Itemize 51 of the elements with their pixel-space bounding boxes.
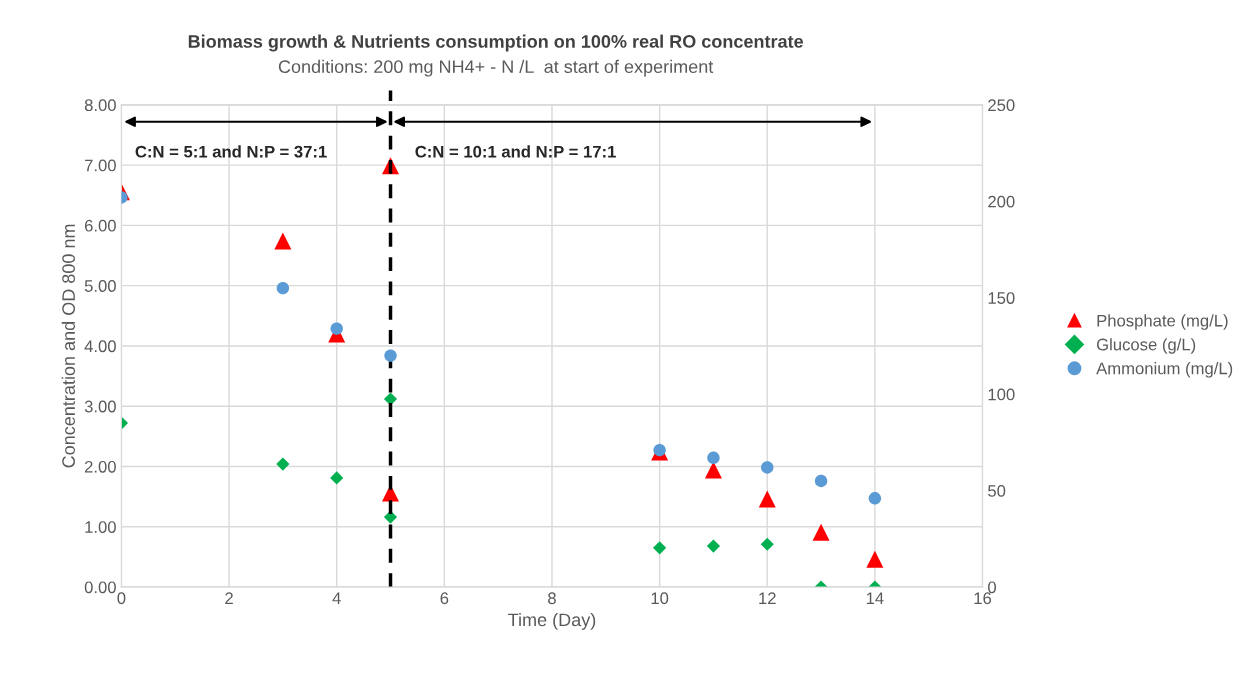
chart-title: Biomass growth & Nutrients consumption on 100% real RO concentrate [188,34,803,52]
annotation: C:N = 5:1 and N:P = 37:1 [135,145,327,158]
point [760,537,774,551]
x-tick-label: 12 [759,592,776,604]
y2-tick-label: 50 [988,484,1006,497]
x-tick-label: 2 [225,592,233,604]
y-tick-label: 2.00 [84,460,116,473]
y-tick-label: 6.00 [84,219,116,232]
point [384,349,397,362]
point [653,443,666,457]
point [707,451,720,465]
y-tick-label: 1.00 [85,521,116,533]
chart-subtitle: Conditions: 200 mg NH4+ - N /L at start of experiment [278,59,714,77]
legend-label: Ammonium (mg/L) [1096,362,1233,378]
y-tick-label: 3.00 [84,400,116,413]
x-tick-label: 4 [332,592,341,604]
point [758,490,776,508]
y2-tick-label: 250 [988,99,1015,112]
x-tick-label: 6 [440,592,449,605]
y-tick-label: 0.00 [84,581,116,594]
point [761,461,774,474]
legend-label: Glucose (g/L) [1096,338,1196,354]
legend-label: Phosphate (mg/L) [1097,314,1228,330]
y2-tick-label: 0 [988,581,997,594]
y-tick-label: 5.00 [84,280,116,292]
x-tick-label: 16 [974,592,992,605]
point [383,392,398,406]
point [330,322,343,335]
x-tick-label: 14 [866,592,884,604]
point [812,523,830,541]
x-tick-label: 10 [651,592,669,605]
y-tick-label: 7.00 [84,159,116,172]
y-axis-title: Concentration and OD 800 nm [61,224,75,468]
point [276,281,290,295]
point [330,471,344,485]
y-tick-label: 8.00 [84,99,116,112]
point [276,457,290,471]
point [868,492,882,505]
annotation: C:N = 10:1 and N:P = 17:1 [415,145,616,158]
x-tick-label: 0 [117,592,126,605]
point [866,550,884,568]
x-axis-title: Time (Day) [508,612,596,630]
x-tick-label: 8 [548,592,556,605]
y-tick-label: 4.00 [84,340,116,353]
point [653,541,667,555]
y2-tick-label: 200 [988,195,1015,208]
y2-tick-label: 100 [988,388,1015,401]
point [814,474,828,488]
point [706,539,721,553]
point [274,232,292,250]
y2-tick-label: 150 [988,292,1015,304]
